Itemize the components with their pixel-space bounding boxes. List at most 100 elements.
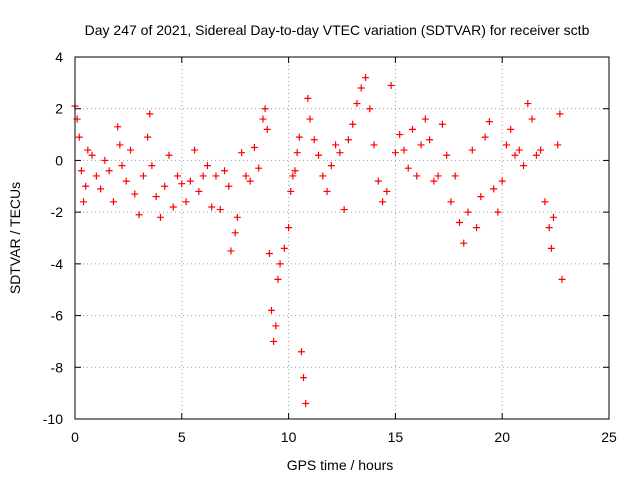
data-point-marker: [323, 187, 331, 195]
data-point-marker: [287, 187, 295, 195]
data-point-marker: [208, 203, 216, 211]
data-point-marker: [216, 206, 224, 214]
data-point-marker: [336, 149, 344, 157]
tick-layer: 0 5 10 15 20 25 -10 -8 -6 -4 -2 0 2 4: [43, 49, 617, 445]
data-point-marker: [404, 164, 412, 172]
data-point-marker: [174, 172, 182, 180]
data-point-marker: [116, 141, 124, 149]
data-point-marker: [233, 213, 241, 221]
data-point-marker: [361, 74, 369, 82]
data-point-marker: [169, 203, 177, 211]
data-point-marker: [366, 105, 374, 113]
y-tick-label: -10: [43, 411, 63, 427]
data-point-marker: [186, 177, 194, 185]
data-point-marker: [417, 141, 425, 149]
y-tick-label: -8: [51, 359, 64, 375]
data-point-marker: [520, 162, 528, 170]
data-point-marker: [485, 118, 493, 126]
y-tick-label: 2: [55, 101, 63, 117]
data-point-marker: [556, 110, 564, 118]
y-tick-label: -4: [51, 256, 64, 272]
data-point-marker: [161, 182, 169, 190]
data-points-layer: [71, 74, 566, 407]
data-point-marker: [545, 224, 553, 232]
data-point-marker: [122, 177, 130, 185]
data-point-marker: [75, 133, 83, 141]
data-point-marker: [537, 146, 545, 154]
data-point-marker: [502, 141, 510, 149]
data-point-marker: [289, 172, 297, 180]
x-tick-label: 20: [494, 429, 510, 445]
data-point-marker: [148, 162, 156, 170]
y-axis-label: SDTVAR / TECUs: [7, 182, 23, 294]
data-point-marker: [165, 151, 173, 159]
data-point-marker: [255, 164, 263, 172]
data-point-marker: [77, 167, 85, 175]
data-point-marker: [541, 198, 549, 206]
data-point-marker: [473, 224, 481, 232]
chart-title: Day 247 of 2021, Sidereal Day-to-day VTE…: [85, 22, 590, 38]
data-point-marker: [468, 146, 476, 154]
plot-border: [74, 56, 610, 420]
data-point-marker: [88, 151, 96, 159]
data-point-marker: [221, 167, 229, 175]
data-point-marker: [250, 144, 258, 151]
data-point-marker: [547, 244, 555, 252]
data-point-marker: [344, 136, 352, 144]
data-point-marker: [374, 177, 382, 185]
x-tick-label: 5: [178, 429, 186, 445]
y-tick-label: 4: [55, 49, 63, 65]
data-point-marker: [310, 136, 318, 144]
y-tick-label: -2: [51, 204, 64, 220]
data-point-marker: [293, 149, 301, 157]
data-point-marker: [490, 185, 498, 193]
data-point-marker: [477, 193, 485, 201]
data-point-marker: [340, 206, 348, 214]
data-point-marker: [261, 105, 269, 113]
grid-layer: [75, 57, 609, 419]
data-point-marker: [109, 198, 117, 206]
data-point-marker: [528, 115, 536, 123]
data-point-marker: [558, 275, 566, 283]
x-tick-label: 10: [281, 429, 297, 445]
data-point-marker: [353, 100, 361, 108]
data-point-marker: [370, 141, 378, 149]
data-point-marker: [443, 151, 451, 159]
data-point-marker: [511, 151, 519, 159]
data-point-marker: [238, 149, 246, 157]
data-point-marker: [327, 162, 335, 170]
data-point-marker: [274, 275, 282, 283]
data-point-marker: [246, 177, 254, 185]
data-point-marker: [408, 125, 416, 133]
data-point-marker: [114, 123, 122, 131]
data-point-marker: [387, 81, 395, 89]
data-point-marker: [152, 193, 160, 201]
x-tick-label: 15: [388, 429, 404, 445]
data-point-marker: [97, 185, 105, 193]
data-point-marker: [263, 125, 271, 133]
data-point-marker: [455, 218, 463, 226]
data-point-marker: [434, 172, 442, 180]
data-point-marker: [498, 177, 506, 185]
data-point-marker: [268, 306, 276, 314]
data-point-marker: [451, 172, 459, 180]
data-point-marker: [300, 374, 308, 382]
data-point-marker: [285, 224, 293, 232]
data-point-marker: [212, 172, 220, 180]
data-point-marker: [146, 110, 154, 118]
data-point-marker: [494, 208, 502, 216]
data-point-marker: [225, 182, 233, 190]
data-point-marker: [231, 229, 239, 237]
data-point-marker: [270, 337, 278, 345]
data-point-marker: [118, 162, 126, 170]
data-point-marker: [515, 146, 523, 154]
data-point-marker: [379, 198, 387, 206]
data-point-marker: [549, 213, 557, 221]
data-point-marker: [464, 208, 472, 216]
data-point-marker: [92, 172, 100, 180]
data-point-marker: [191, 146, 199, 154]
data-point-marker: [80, 198, 88, 206]
data-point-marker: [438, 120, 446, 128]
data-point-marker: [291, 167, 299, 175]
data-point-marker: [400, 146, 408, 154]
